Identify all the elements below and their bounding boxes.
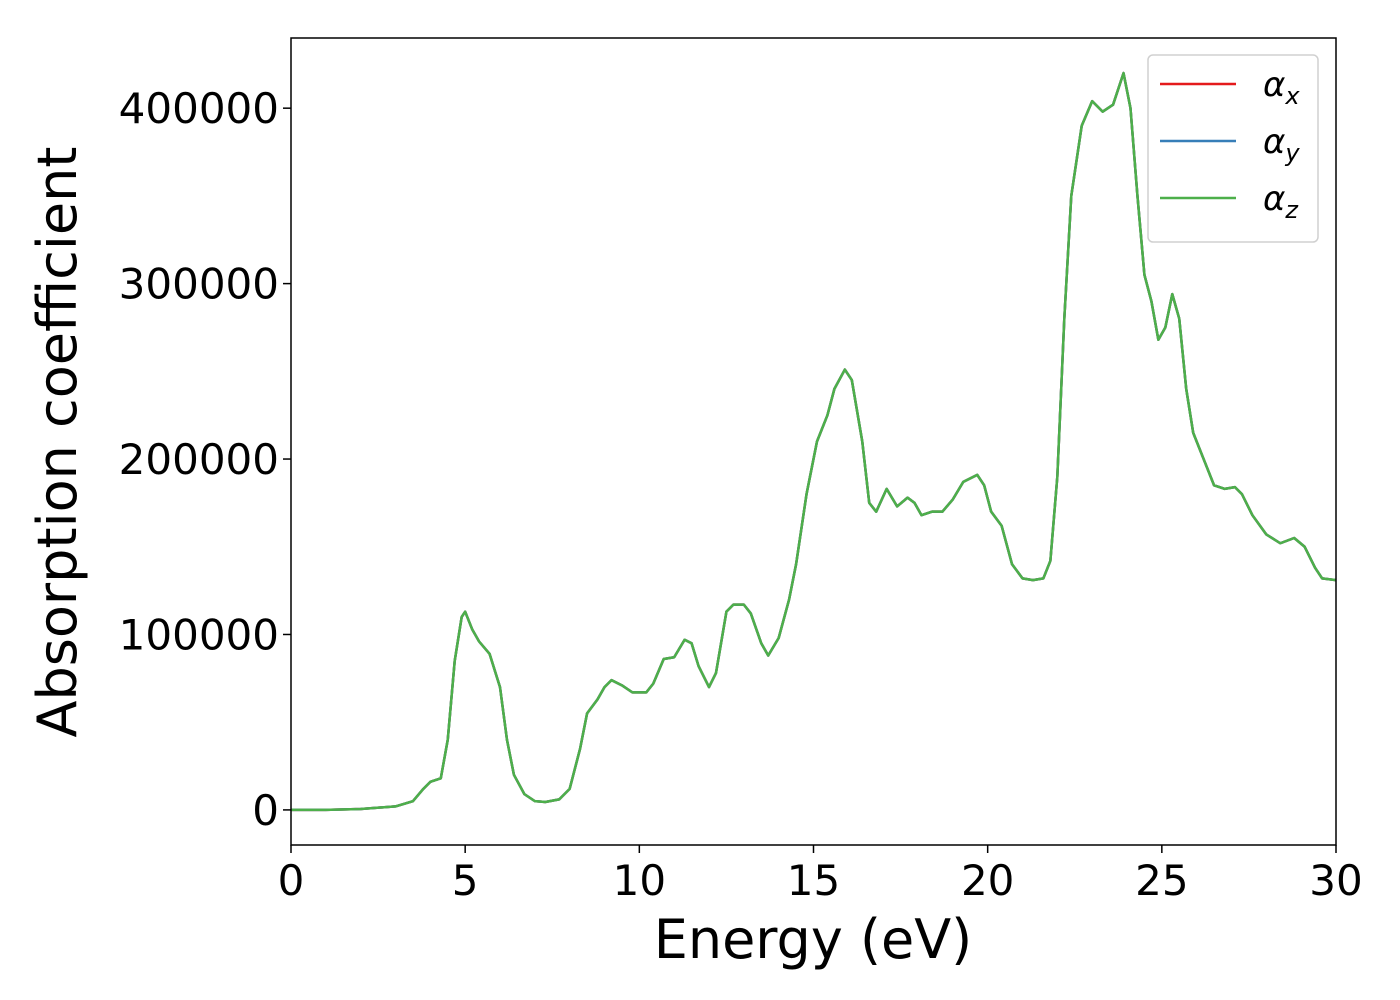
x-tick-label: 10 bbox=[613, 856, 666, 905]
legend-label: αz bbox=[1263, 179, 1299, 224]
y-tick-label: 100000 bbox=[119, 610, 279, 659]
legend-label: αy bbox=[1263, 122, 1300, 167]
plot-frame bbox=[290, 37, 1337, 846]
y-tick-label: 400000 bbox=[119, 84, 279, 133]
x-axis-label: Energy (eV) bbox=[654, 908, 973, 971]
series-line bbox=[291, 71, 1336, 812]
legend-label: αx bbox=[1263, 65, 1300, 110]
x-tick-label: 15 bbox=[787, 856, 840, 905]
x-tick-label: 5 bbox=[452, 856, 479, 905]
legend-box bbox=[1147, 54, 1319, 243]
y-tick-label: 300000 bbox=[119, 260, 279, 309]
y-tick-label: 200000 bbox=[119, 435, 279, 484]
x-tick-label: 0 bbox=[278, 856, 305, 905]
x-tick-label: 25 bbox=[1135, 856, 1188, 905]
x-tick-label: 20 bbox=[961, 856, 1014, 905]
y-axis-label: Absorption coefficient bbox=[26, 147, 89, 738]
y-tick-label: 0 bbox=[252, 786, 279, 835]
x-tick-label: 30 bbox=[1309, 856, 1362, 905]
